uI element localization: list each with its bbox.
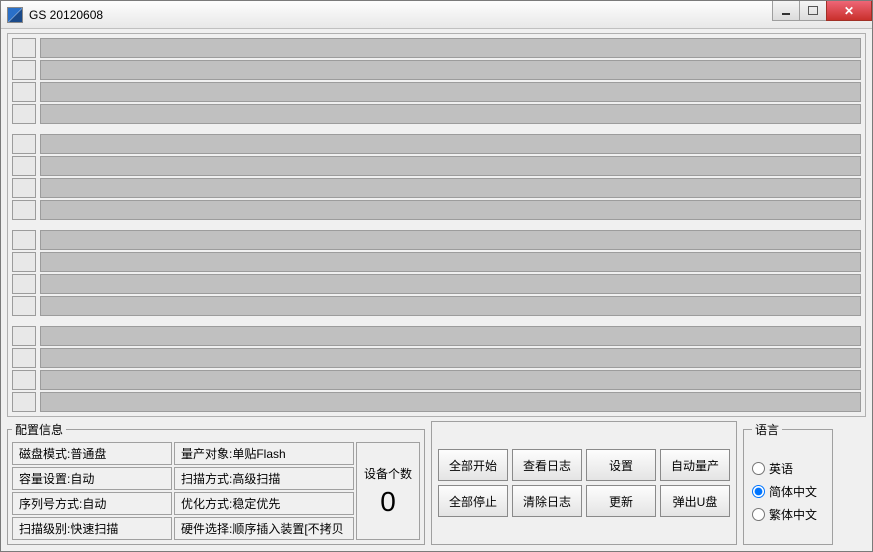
update-button[interactable]: 更新 [586,485,656,517]
language-group: 语言 英语简体中文繁体中文 [743,421,833,545]
config-cell: 优化方式:稳定优先 [174,492,354,515]
language-options: 英语简体中文繁体中文 [752,460,824,523]
slot-progress-bar [40,178,861,198]
view-log-button[interactable]: 查看日志 [512,449,582,481]
slot-progress-bar [40,82,861,102]
slot-index-box[interactable] [12,134,36,154]
config-cell: 序列号方式:自动 [12,492,172,515]
config-cell: 磁盘模式:普通盘 [12,442,172,465]
config-column-2: 量产对象:单贴Flash扫描方式:高级扫描优化方式:稳定优先硬件选择:顺序插入装… [174,442,354,540]
slot-row [12,178,861,198]
slot-row [12,38,861,58]
language-option[interactable]: 英语 [752,460,824,477]
config-cell: 扫描级别:快速扫描 [12,517,172,540]
language-legend: 语言 [752,421,782,438]
slot-index-box[interactable] [12,60,36,80]
slot-index-box[interactable] [12,274,36,294]
slot-progress-bar [40,392,861,412]
clear-log-button[interactable]: 清除日志 [512,485,582,517]
stop-all-button[interactable]: 全部停止 [438,485,508,517]
slot-row [12,60,861,80]
slot-progress-bar [40,104,861,124]
slot-progress-bar [40,230,861,250]
slot-progress-bar [40,38,861,58]
language-label: 繁体中文 [769,506,817,523]
slot-index-box[interactable] [12,392,36,412]
slot-index-box[interactable] [12,348,36,368]
slot-index-box[interactable] [12,156,36,176]
slot-row [12,230,861,250]
window-controls [773,1,872,21]
device-count-label: 设备个数 [364,465,412,482]
device-count-value: 0 [380,486,396,518]
slot-progress-bar [40,134,861,154]
window-title: GS 20120608 [29,8,103,22]
app-window: GS 20120608 配置信息 磁盘模式:普通盘容量设置:自动序列号方式:自动… [0,0,873,552]
config-info-group: 配置信息 磁盘模式:普通盘容量设置:自动序列号方式:自动扫描级别:快速扫描 量产… [7,421,425,545]
slot-row [12,134,861,154]
language-label: 英语 [769,460,793,477]
language-radio[interactable] [752,508,765,521]
slot-progress-bar [40,370,861,390]
slot-progress-bar [40,200,861,220]
slot-row [12,392,861,412]
slot-row [12,296,861,316]
client-area: 配置信息 磁盘模式:普通盘容量设置:自动序列号方式:自动扫描级别:快速扫描 量产… [1,29,872,551]
device-count-box: 设备个数 0 [356,442,420,540]
auto-produce-button[interactable]: 自动量产 [660,449,730,481]
slot-index-box[interactable] [12,38,36,58]
config-cell: 硬件选择:顺序插入装置[不拷贝 [174,517,354,540]
app-icon [7,7,23,23]
config-cell: 扫描方式:高级扫描 [174,467,354,490]
slot-progress-bar [40,348,861,368]
config-cell: 容量设置:自动 [12,467,172,490]
language-option[interactable]: 简体中文 [752,483,824,500]
slot-row [12,370,861,390]
slot-index-box[interactable] [12,296,36,316]
slot-progress-bar [40,296,861,316]
slot-index-box[interactable] [12,252,36,272]
slot-progress-bar [40,252,861,272]
settings-button[interactable]: 设置 [586,449,656,481]
action-button-grid: 全部开始查看日志设置自动量产全部停止清除日志更新弹出U盘 [431,421,737,545]
title-bar: GS 20120608 [1,1,872,29]
slot-progress-bar [40,60,861,80]
start-all-button[interactable]: 全部开始 [438,449,508,481]
slot-row [12,348,861,368]
slot-row [12,252,861,272]
language-label: 简体中文 [769,483,817,500]
config-cell: 量产对象:单贴Flash [174,442,354,465]
slot-row [12,156,861,176]
slot-index-box[interactable] [12,370,36,390]
slot-index-box[interactable] [12,82,36,102]
slot-row [12,274,861,294]
slot-progress-bar [40,326,861,346]
config-column-1: 磁盘模式:普通盘容量设置:自动序列号方式:自动扫描级别:快速扫描 [12,442,172,540]
slot-row [12,104,861,124]
slot-index-box[interactable] [12,326,36,346]
slot-row [12,200,861,220]
minimize-button[interactable] [772,1,800,21]
config-legend: 配置信息 [12,421,66,438]
device-slot-panel [7,33,866,417]
slot-index-box[interactable] [12,230,36,250]
slot-progress-bar [40,274,861,294]
language-option[interactable]: 繁体中文 [752,506,824,523]
slot-row [12,82,861,102]
close-button[interactable] [826,1,872,21]
eject-usb-button[interactable]: 弹出U盘 [660,485,730,517]
slot-index-box[interactable] [12,178,36,198]
slot-progress-bar [40,156,861,176]
language-radio[interactable] [752,485,765,498]
bottom-panel: 配置信息 磁盘模式:普通盘容量设置:自动序列号方式:自动扫描级别:快速扫描 量产… [7,421,866,545]
language-radio[interactable] [752,462,765,475]
slot-index-box[interactable] [12,104,36,124]
slot-index-box[interactable] [12,200,36,220]
config-body: 磁盘模式:普通盘容量设置:自动序列号方式:自动扫描级别:快速扫描 量产对象:单贴… [12,442,420,540]
slot-row [12,326,861,346]
maximize-button[interactable] [799,1,827,21]
